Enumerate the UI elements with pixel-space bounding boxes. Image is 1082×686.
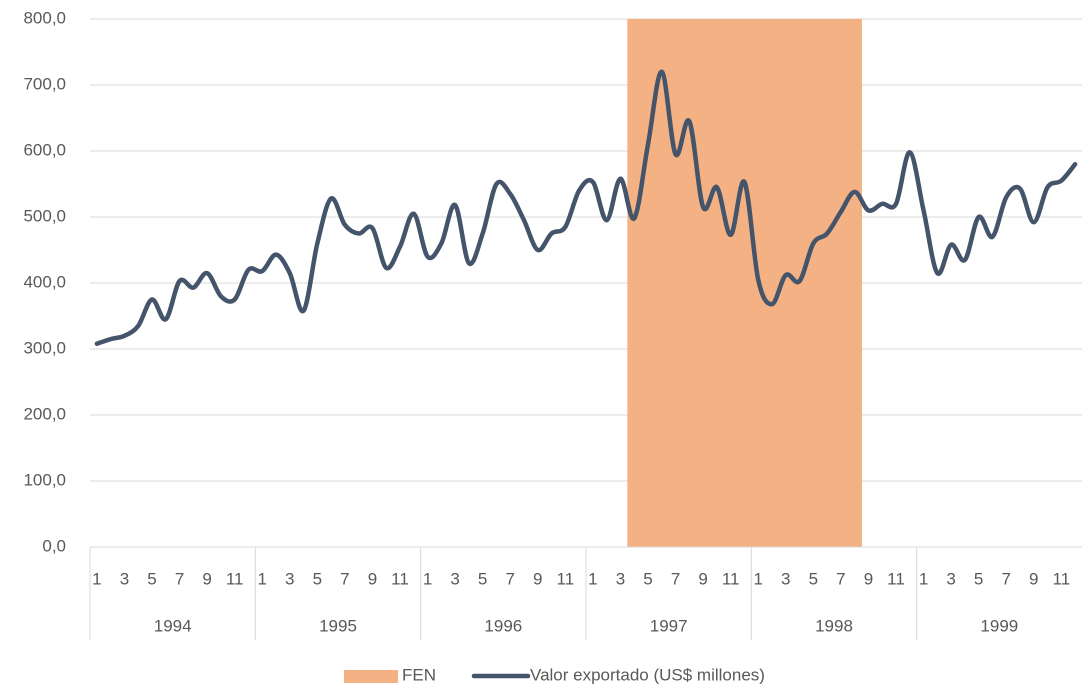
x-tick-label: 7 [175, 569, 184, 588]
x-tick-label: 7 [671, 569, 680, 588]
x-tick-label: 3 [285, 569, 294, 588]
x-tick-label: 7 [505, 569, 514, 588]
x-tick-label: 9 [864, 569, 873, 588]
fen-band [710, 19, 725, 547]
y-tick-label: 400,0 [23, 272, 66, 291]
x-tick-label: 11 [1053, 569, 1071, 588]
x-tick-label: 5 [313, 569, 322, 588]
fen-band [834, 19, 849, 547]
x-tick-label: 9 [698, 569, 707, 588]
x-tick-label: 3 [781, 569, 790, 588]
legend-swatch [344, 670, 398, 683]
legend: FEN Valor exportado (US$ millones) [344, 665, 765, 684]
x-tick-label: 5 [478, 569, 487, 588]
fen-band [737, 19, 752, 547]
fen-band [654, 19, 670, 547]
legend-label: FEN [402, 665, 436, 684]
x-tick-label: 1 [588, 569, 597, 588]
x-tick-label: 11 [391, 569, 409, 588]
x-tick-label: 11 [226, 569, 244, 588]
x-group-label: 1998 [815, 616, 853, 635]
fen-band [765, 19, 780, 547]
y-tick-label: 200,0 [23, 404, 66, 423]
x-tick-label: 7 [836, 569, 845, 588]
x-tick-label: 1 [92, 569, 101, 588]
y-tick-label: 500,0 [23, 206, 66, 225]
x-tick-label: 3 [946, 569, 955, 588]
x-tick-label: 5 [809, 569, 818, 588]
fen-band [682, 19, 697, 547]
x-group-label: 1997 [650, 616, 688, 635]
x-tick-label: 9 [1029, 569, 1038, 588]
x-tick-label: 9 [533, 569, 542, 588]
x-tick-label: 1 [753, 569, 762, 588]
x-group-label: 1995 [319, 616, 357, 635]
x-group-label: 1999 [980, 616, 1018, 635]
x-tick-label: 5 [643, 569, 652, 588]
y-tick-label: 100,0 [23, 470, 66, 489]
x-tick-label: 11 [887, 569, 905, 588]
x-tick-label: 9 [202, 569, 211, 588]
x-tick-label: 3 [450, 569, 459, 588]
fen-band [696, 19, 711, 547]
x-tick-label: 11 [557, 569, 575, 588]
fen-band [627, 19, 642, 547]
x-tick-label: 3 [616, 569, 625, 588]
x-tick-label: 1 [919, 569, 928, 588]
x-tick-label: 5 [974, 569, 983, 588]
y-tick-label: 800,0 [23, 8, 66, 27]
x-tick-label: 3 [120, 569, 129, 588]
x-tick-label: 11 [722, 569, 740, 588]
x-tick-label: 1 [257, 569, 266, 588]
fen-band [668, 19, 683, 547]
export-line [94, 69, 1078, 346]
x-group-label: 1994 [154, 616, 192, 635]
fen-band [847, 19, 862, 547]
y-tick-label: 600,0 [23, 140, 66, 159]
y-tick-label: 700,0 [23, 74, 66, 93]
fen-band [723, 19, 738, 547]
y-tick-label: 300,0 [23, 338, 66, 357]
y-tick-label: 0,0 [42, 536, 66, 555]
x-tick-label: 5 [147, 569, 156, 588]
x-tick-label: 1 [423, 569, 432, 588]
x-tick-label: 7 [340, 569, 349, 588]
legend-label: Valor exportado (US$ millones) [530, 665, 765, 684]
fen-band [806, 19, 821, 547]
fen-band [778, 19, 794, 547]
fen-band [820, 19, 835, 547]
x-tick-label: 7 [1001, 569, 1010, 588]
x-group-label: 1996 [484, 616, 522, 635]
x-tick-label: 9 [368, 569, 377, 588]
